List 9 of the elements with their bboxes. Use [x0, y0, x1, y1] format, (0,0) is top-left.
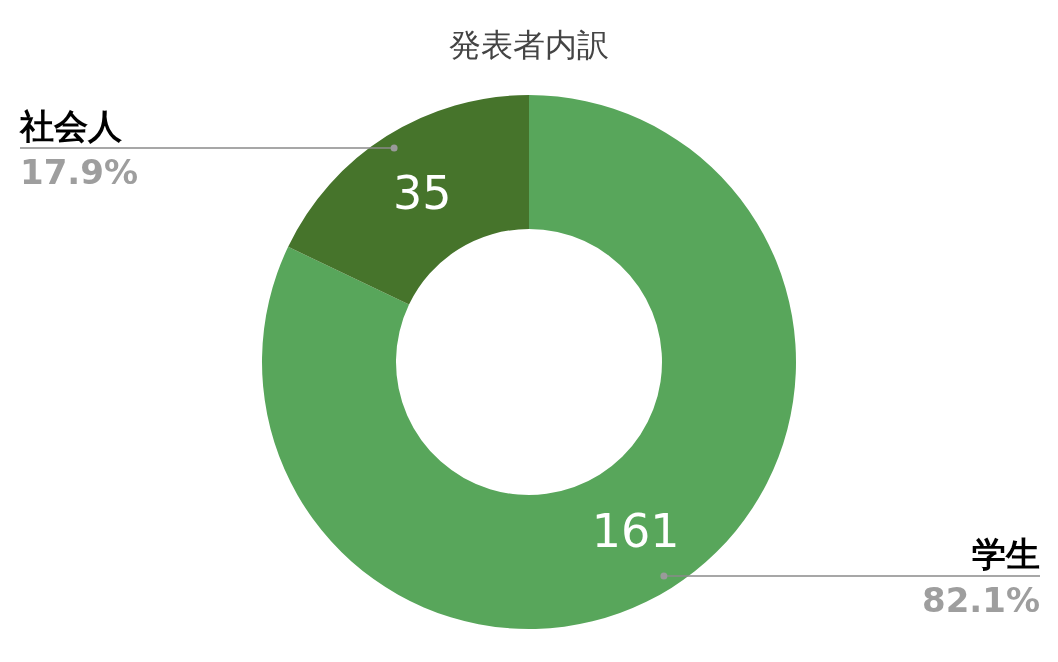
- chart-title: 発表者内訳: [449, 26, 609, 64]
- donut-slice: [288, 95, 529, 305]
- donut-slice: [262, 95, 796, 629]
- slice-label: 社会人: [19, 105, 123, 146]
- slice-label: 学生: [972, 534, 1040, 575]
- data-label: 82.1%: [922, 580, 1040, 621]
- text: 161: [591, 504, 680, 559]
- data-label: 17.9%: [20, 151, 138, 192]
- text: 35: [393, 165, 452, 220]
